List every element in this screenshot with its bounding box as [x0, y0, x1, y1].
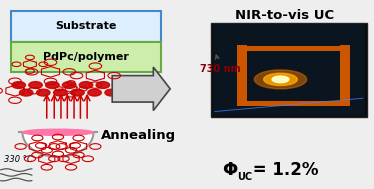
Circle shape	[12, 82, 25, 88]
Circle shape	[105, 89, 119, 96]
Circle shape	[88, 89, 101, 96]
Circle shape	[139, 89, 153, 96]
FancyBboxPatch shape	[237, 46, 350, 51]
Text: Φ: Φ	[223, 161, 238, 179]
Circle shape	[96, 82, 110, 88]
Circle shape	[147, 82, 160, 88]
Text: Annealing: Annealing	[101, 129, 176, 142]
Circle shape	[19, 89, 33, 96]
Polygon shape	[112, 67, 170, 111]
FancyBboxPatch shape	[11, 42, 161, 72]
Circle shape	[62, 82, 76, 88]
Circle shape	[53, 89, 67, 96]
Text: = 1.2%: = 1.2%	[247, 161, 318, 179]
Ellipse shape	[254, 70, 307, 89]
Polygon shape	[22, 132, 94, 157]
FancyBboxPatch shape	[237, 45, 247, 106]
Circle shape	[71, 89, 84, 96]
FancyBboxPatch shape	[237, 101, 350, 106]
FancyBboxPatch shape	[11, 11, 161, 42]
Text: PdPc/polymer: PdPc/polymer	[43, 52, 129, 62]
Ellipse shape	[264, 73, 297, 85]
Ellipse shape	[22, 129, 94, 135]
Circle shape	[29, 82, 42, 88]
Circle shape	[37, 89, 50, 96]
Circle shape	[130, 82, 143, 88]
Circle shape	[113, 82, 126, 88]
Text: UC: UC	[237, 172, 252, 182]
Text: 330 °C: 330 °C	[4, 155, 33, 164]
Ellipse shape	[272, 76, 289, 83]
Text: NIR-to-vis UC: NIR-to-vis UC	[234, 9, 334, 22]
Circle shape	[46, 82, 59, 88]
Circle shape	[79, 82, 93, 88]
FancyBboxPatch shape	[213, 24, 365, 116]
FancyBboxPatch shape	[340, 45, 350, 106]
Text: Substrate: Substrate	[55, 22, 117, 31]
Circle shape	[122, 89, 135, 96]
Text: 730 nm: 730 nm	[200, 55, 241, 74]
FancyBboxPatch shape	[211, 23, 367, 117]
